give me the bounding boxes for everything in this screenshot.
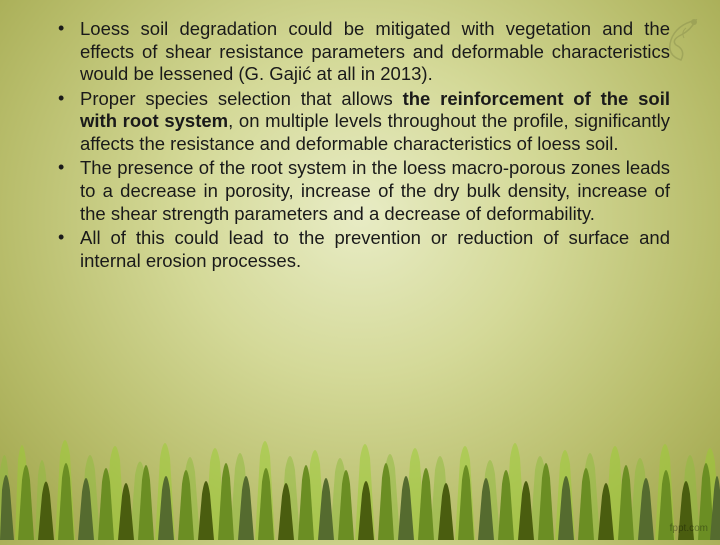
bullet-text-pre: Loess soil degradation could be mitigate… (80, 18, 670, 84)
list-item: All of this could lead to the prevention… (50, 227, 670, 272)
slide-content: Loess soil degradation could be mitigate… (50, 18, 670, 274)
list-item: Loess soil degradation could be mitigate… (50, 18, 670, 86)
bullet-text-pre: The presence of the root system in the l… (80, 157, 670, 223)
bullet-list: Loess soil degradation could be mitigate… (50, 18, 670, 272)
bullet-text-pre: Proper species selection that allows (80, 88, 403, 109)
list-item: Proper species selection that allows the… (50, 88, 670, 156)
grass-decoration (0, 420, 720, 540)
list-item: The presence of the root system in the l… (50, 157, 670, 225)
watermark: fppt.com (670, 523, 708, 534)
bullet-text-pre: All of this could lead to the prevention… (80, 227, 670, 271)
